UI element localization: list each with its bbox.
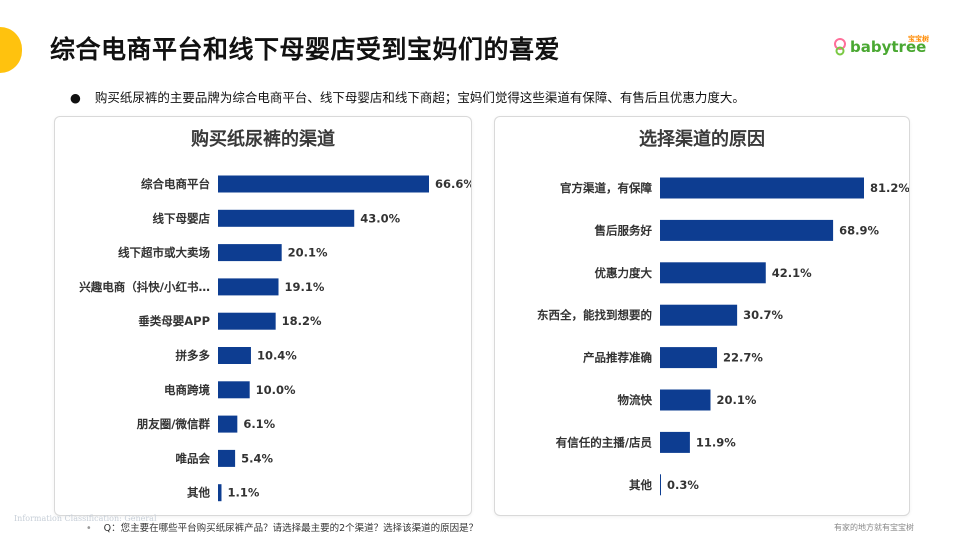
channel-value-label: 19.1%	[285, 280, 325, 294]
babytree-logo: babytree 宝宝树	[832, 34, 932, 58]
channel-bar	[218, 312, 276, 330]
channel-value-label: 5.4%	[241, 451, 273, 465]
reason-category-label: 官方渠道，有保障	[560, 181, 652, 195]
reason-category-label: 产品推荐准确	[583, 351, 652, 365]
logo-wordmark: babytree	[850, 38, 927, 56]
channel-category-label: 朋友圈/微信群	[136, 417, 211, 431]
reason-value-label: 0.3%	[667, 478, 699, 492]
summary-bullet: ● 购买纸尿裤的主要品牌为综合电商平台、线下母婴店和线下商超；宝妈们觉得这些渠道有…	[70, 87, 745, 106]
channel-category-label: 线下母婴店	[153, 211, 211, 225]
reason-bar	[660, 389, 711, 411]
reason-category-label: 东西全，能找到想要的	[537, 308, 652, 322]
channel-value-label: 10.0%	[256, 383, 296, 397]
channel-category-label: 线下超市或大卖场	[118, 246, 210, 260]
reason-category-label: 其他	[629, 478, 652, 492]
channel-bar	[218, 278, 279, 296]
reason-chart-panel: 选择渠道的原因 官方渠道，有保障 81.2% 售后服务好 68.9% 优惠力度大 42.1…	[494, 116, 910, 516]
summary-text: 购买纸尿裤的主要品牌为综合电商平台、线下母婴店和线下商超；宝妈们觉得这些渠道有保…	[94, 90, 745, 105]
channel-value-label: 43.0%	[360, 211, 400, 225]
channel-category-label: 兴趣电商（抖快/小红书…	[79, 280, 210, 294]
channel-category-label: 拼多多	[176, 349, 211, 363]
reason-bar	[660, 262, 766, 284]
reason-bar-chart: 官方渠道，有保障 81.2% 售后服务好 68.9% 优惠力度大 42.1% 东西全，能找到…	[537, 177, 909, 496]
reason-chart-title: 选择渠道的原因	[639, 129, 765, 150]
reason-value-label: 20.1%	[716, 393, 756, 407]
reason-category-label: 售后服务好	[594, 223, 653, 237]
channel-bar	[218, 244, 282, 262]
reason-bar	[660, 219, 834, 241]
channel-category-label: 垂类母婴APP	[138, 314, 210, 328]
footnote-text: Q：您主要在哪些平台购买纸尿裤产品？请选择最主要的2个渠道？选择该渠道的原因是？	[103, 523, 479, 534]
channel-bar	[218, 209, 355, 227]
title-accent-bar	[0, 27, 22, 73]
channel-value-label: 66.6%	[435, 177, 471, 191]
survey-footnote: • Q：您主要在哪些平台购买纸尿裤产品？请选择最主要的2个渠道？选择该渠道的原因是…	[86, 520, 478, 534]
channel-value-label: 20.1%	[288, 246, 328, 260]
channel-bar	[218, 381, 250, 399]
channel-bar-chart: 综合电商平台 66.6% 线下母婴店 43.0% 线下超市或大卖场 20.1% 兴趣电商（抖…	[79, 175, 471, 502]
channel-category-label: 电商跨境	[164, 383, 210, 397]
channel-bar	[218, 484, 222, 502]
page-title: 综合电商平台和线下母婴店受到宝妈们的喜爱	[50, 35, 561, 64]
reason-bar	[660, 431, 690, 453]
channel-value-label: 18.2%	[282, 314, 322, 328]
channel-value-label: 6.1%	[243, 417, 275, 431]
channel-bar	[218, 415, 238, 433]
footnote-marker-icon: •	[86, 523, 92, 534]
reason-value-label: 30.7%	[743, 308, 783, 322]
babytree-logo-icon	[834, 38, 846, 56]
reason-value-label: 22.7%	[723, 351, 763, 365]
channel-chart-panel: 购买纸尿裤的渠道 综合电商平台 66.6% 线下母婴店 43.0% 线下超市或大卖场 20…	[54, 116, 472, 516]
reason-value-label: 81.2%	[870, 181, 909, 195]
reason-bar	[660, 177, 864, 199]
reason-value-label: 42.1%	[772, 266, 812, 280]
channel-value-label: 1.1%	[227, 486, 259, 500]
reason-category-label: 有信任的主播/店员	[556, 435, 653, 449]
reason-value-label: 11.9%	[696, 435, 736, 449]
reason-bar	[660, 474, 661, 496]
logo-chinese: 宝宝树	[908, 35, 929, 43]
bullet-dot-icon: ●	[70, 90, 81, 105]
reason-bar	[660, 347, 718, 369]
channel-bar	[218, 449, 236, 467]
reason-category-label: 优惠力度大	[595, 266, 653, 280]
reason-bar	[660, 304, 738, 326]
channel-category-label: 综合电商平台	[141, 177, 210, 191]
channel-value-label: 10.4%	[257, 349, 297, 363]
channel-category-label: 唯品会	[176, 451, 211, 465]
channel-category-label: 其他	[187, 486, 210, 500]
reason-category-label: 物流快	[618, 393, 653, 407]
channel-chart-title: 购买纸尿裤的渠道	[191, 129, 335, 150]
channel-bar	[218, 175, 429, 193]
reason-value-label: 68.9%	[839, 223, 879, 237]
brand-slogan: 有家的地方就有宝宝树	[834, 523, 914, 532]
channel-bar	[218, 347, 251, 364]
classification-watermark: Information Classification: General	[14, 514, 157, 523]
